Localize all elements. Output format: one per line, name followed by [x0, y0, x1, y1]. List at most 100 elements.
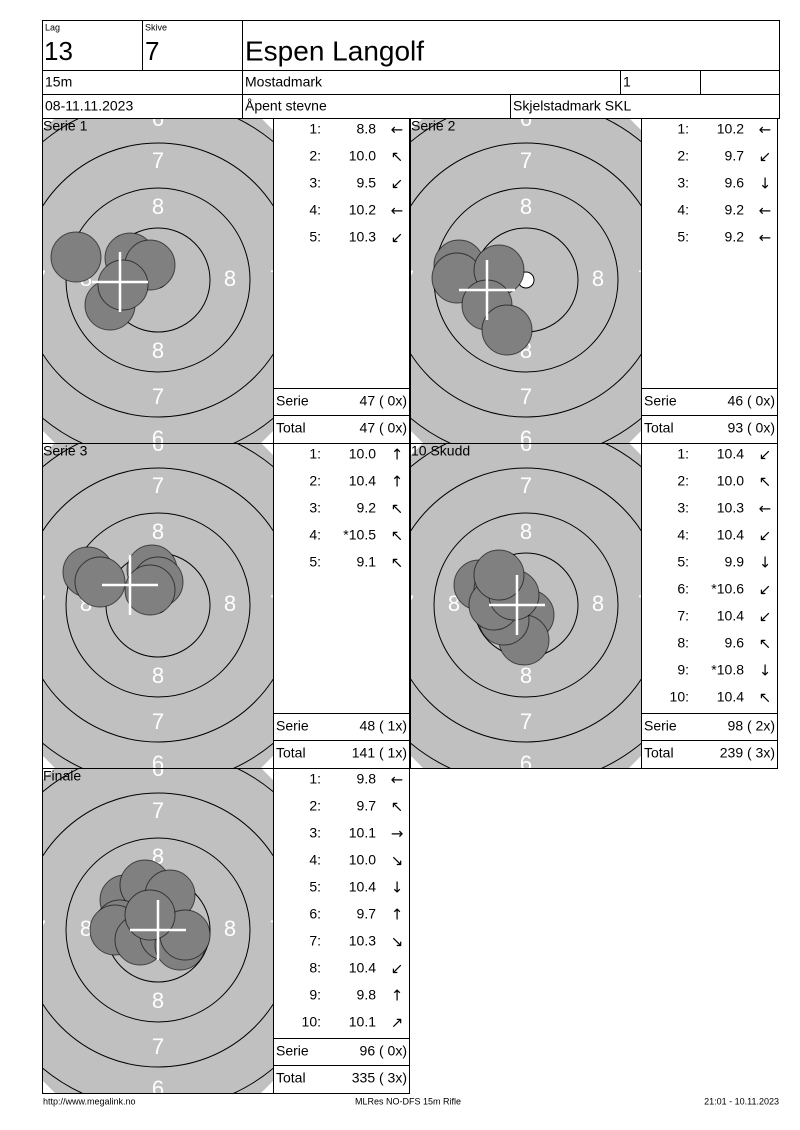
shot-index: 2: — [677, 148, 689, 164]
shooter-name: Espen Langolf — [245, 35, 424, 66]
total-label: Total — [644, 420, 674, 436]
running-total: 141 ( 1x) — [352, 745, 407, 761]
shot-index: 1: — [677, 121, 689, 137]
ring-number: 8 — [152, 663, 164, 688]
ring-number: 7 — [152, 798, 164, 823]
shot-direction: ↓ — [759, 554, 772, 572]
shot-index: 1: — [309, 771, 321, 787]
ring-number: 8 — [224, 266, 236, 291]
shot-direction: ↓ — [391, 879, 404, 897]
target-ring — [43, 792, 273, 1068]
shot-index: 8: — [309, 960, 321, 976]
ring-number: 8 — [520, 519, 532, 544]
series-label: Serie — [644, 393, 677, 409]
shot-index: 2: — [309, 798, 321, 814]
shot-direction: ↙ — [759, 148, 772, 166]
panel-frame — [410, 443, 778, 769]
ring-number: 7 — [152, 148, 164, 173]
shot-hole — [124, 564, 176, 616]
target-ring — [433, 512, 619, 698]
shot-direction: ↓ — [759, 175, 772, 193]
series-total: 46 ( 0x) — [728, 393, 775, 409]
shot-direction: ↖ — [391, 798, 404, 816]
shot-score: 9.7 — [357, 798, 377, 814]
shot-score: 10.4 — [717, 446, 744, 462]
shot-index: 4: — [677, 527, 689, 543]
shot-direction: ↖ — [759, 689, 772, 707]
ring-number: 6 — [152, 1076, 164, 1101]
shot-hole — [481, 304, 533, 356]
shot-score: 10.0 — [349, 446, 376, 462]
shot-direction: ← — [759, 500, 772, 518]
ring-number: 8 — [592, 266, 604, 291]
ring-number: 6 — [520, 426, 532, 451]
shot-hole — [473, 549, 525, 601]
series-label: Serie — [276, 1043, 309, 1059]
shot-direction: ↙ — [759, 446, 772, 464]
shot-score: 10.4 — [717, 527, 744, 543]
shot-direction: ↖ — [391, 554, 404, 572]
shot-score: 9.2 — [725, 229, 745, 245]
shot-score: 9.7 — [357, 906, 377, 922]
shot-score: 9.1 — [357, 554, 377, 570]
shot-direction: ← — [391, 121, 404, 139]
ring-number: 7 — [152, 709, 164, 734]
ring-number: 6 — [312, 266, 324, 291]
shot-direction: ↙ — [391, 229, 404, 247]
ring-number: 7 — [34, 266, 46, 291]
target-ring — [411, 467, 641, 743]
shot-index: 4: — [309, 852, 321, 868]
shot-index: 2: — [309, 148, 321, 164]
shot-direction: ↖ — [759, 635, 772, 653]
shot-score: *10.6 — [711, 581, 744, 597]
shot-direction: ↙ — [391, 960, 404, 978]
ring-number: 7 — [270, 916, 282, 941]
shot-direction: ← — [759, 229, 772, 247]
ring-number: 6 — [152, 431, 164, 456]
total-label: Total — [276, 1070, 306, 1086]
shot-score: 9.9 — [725, 554, 745, 570]
date: 08-11.11.2023 — [45, 98, 133, 114]
shot-index: 6: — [309, 906, 321, 922]
shot-score: 10.4 — [349, 960, 376, 976]
result-panel: 888877776666Finale1:9.8←2:9.7↖3:10.1→4:1… — [42, 756, 410, 1101]
lag-label: Lag — [45, 22, 60, 32]
ring-number: 8 — [224, 916, 236, 941]
shot-direction: ↑ — [391, 987, 404, 1005]
shot-index: 5: — [309, 229, 321, 245]
panel-title: 10 Skudd — [411, 443, 470, 459]
shot-index: 9: — [677, 662, 689, 678]
shot-score: 8.8 — [357, 121, 377, 137]
ring-number: 8 — [152, 194, 164, 219]
shot-direction: ← — [759, 121, 772, 139]
ring-number: 6 — [520, 106, 532, 131]
ring-number: 7 — [520, 148, 532, 173]
panels: 888877776666Serie 11:8.8←2:10.0↖3:9.5↙4:… — [34, 106, 778, 1101]
footer-left: http://www.megalink.no — [43, 1096, 136, 1106]
shot-index: 3: — [309, 175, 321, 191]
series-total: 98 ( 2x) — [728, 718, 775, 734]
panel-title: Serie 3 — [43, 443, 88, 459]
shot-direction: ↘ — [391, 933, 404, 951]
series-total: 47 ( 0x) — [360, 393, 407, 409]
shot-direction: ↑ — [391, 473, 404, 491]
ring-number: 7 — [520, 473, 532, 498]
shot-score: 9.2 — [357, 500, 377, 516]
distance: 15m — [45, 74, 72, 90]
shot-index: 4: — [309, 527, 321, 543]
shot-direction: ← — [759, 202, 772, 220]
target-ring — [43, 467, 273, 743]
running-total: 47 ( 0x) — [360, 420, 407, 436]
ring-number: 8 — [224, 591, 236, 616]
series-label: Serie — [276, 393, 309, 409]
footer-center: MLRes NO-DFS 15m Rifle — [355, 1096, 461, 1106]
shot-index: 5: — [677, 554, 689, 570]
shot-index: 5: — [309, 879, 321, 895]
shot-index: 7: — [309, 933, 321, 949]
running-total: 335 ( 3x) — [352, 1070, 407, 1086]
series-total: 96 ( 0x) — [360, 1043, 407, 1059]
location: Mostadmark — [245, 74, 323, 90]
ring-number: 6 — [152, 756, 164, 781]
